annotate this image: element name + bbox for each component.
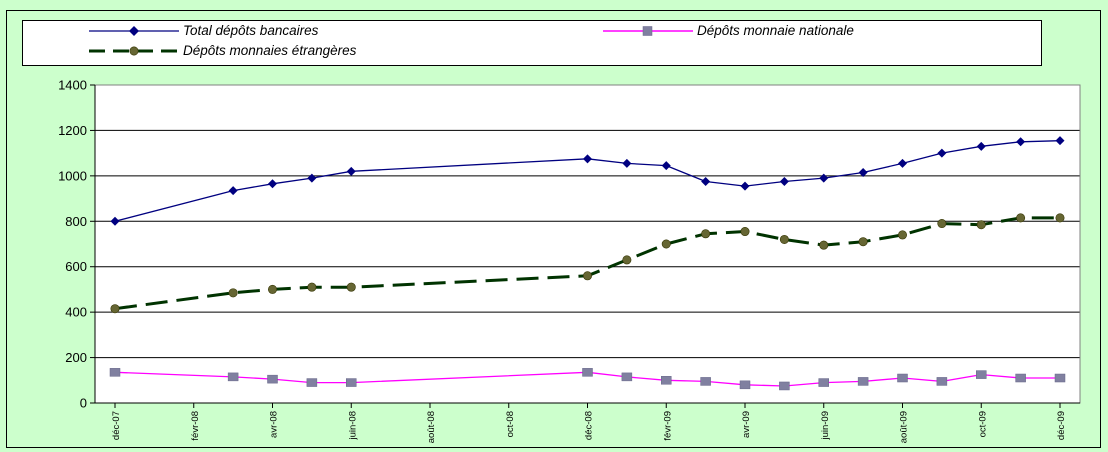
y-tick-label-5: 1000 xyxy=(58,168,87,183)
series-1-point-13 xyxy=(897,373,908,383)
series-0-point-1 xyxy=(228,186,238,196)
series-1-point-8 xyxy=(700,377,711,386)
series-1-point-3 xyxy=(306,378,318,387)
series-2-point-0 xyxy=(110,304,120,314)
series-1-point-6 xyxy=(621,372,633,382)
series-0-point-8 xyxy=(701,177,711,187)
series-2-point-13 xyxy=(897,230,907,240)
series-1-point-10 xyxy=(779,381,790,391)
series-2-point-6 xyxy=(622,255,632,265)
series-2-point-7 xyxy=(661,239,671,249)
x-tick-label-6: déc-08 xyxy=(584,411,595,440)
y-tick-label-4: 800 xyxy=(65,214,87,229)
x-tick-label-10: août-09 xyxy=(899,411,910,443)
legend-swatch-national xyxy=(603,25,693,36)
x-tick-label-9: juin-09 xyxy=(820,411,831,441)
x-tick-label-7: févr-09 xyxy=(662,411,673,441)
series-2-point-12 xyxy=(858,237,868,247)
series-2-point-5 xyxy=(582,271,592,281)
series-2-point-4 xyxy=(346,282,356,292)
series-1-point-4 xyxy=(346,378,357,387)
series-2-point-10 xyxy=(779,234,789,244)
y-tick-label-1: 200 xyxy=(65,350,87,365)
series-2-point-17 xyxy=(1055,213,1065,223)
series-2-point-2 xyxy=(267,284,277,294)
legend-label-national: Dépôts monnaie nationale xyxy=(697,23,854,38)
legend-item-national: Dépôts monnaie nationale xyxy=(603,23,854,38)
series-2-point-9 xyxy=(740,227,750,237)
series-0-point-11 xyxy=(819,173,829,183)
series-line-2 xyxy=(114,216,1060,311)
series-0-point-14 xyxy=(937,148,947,158)
series-2-point-14 xyxy=(937,219,947,229)
series-1-point-17 xyxy=(1054,373,1066,383)
series-0-point-5 xyxy=(583,154,592,164)
x-tick-label-3: juin-08 xyxy=(347,411,358,441)
x-tick-label-4: août-08 xyxy=(426,411,437,443)
series-0-point-13 xyxy=(898,158,907,168)
x-tick-label-1: févr-08 xyxy=(190,411,201,441)
series-2-point-15 xyxy=(976,220,986,230)
x-tick-label-12: déc-09 xyxy=(1056,411,1067,440)
series-2-point-16 xyxy=(1016,213,1026,223)
series-2-point-3 xyxy=(307,282,317,292)
chart-legend: Total dépôts bancaires Dépôts monnaie na… xyxy=(22,20,1042,66)
legend-swatch-foreign xyxy=(89,46,179,55)
legend-swatch-total xyxy=(89,25,179,36)
series-0-point-4 xyxy=(346,166,356,176)
legend-item-total: Total dépôts bancaires xyxy=(89,23,318,38)
series-0-point-2 xyxy=(268,179,277,189)
legend-item-foreign: Dépôts monnaies étrangères xyxy=(89,43,356,58)
plot-area xyxy=(95,85,1080,403)
y-tick-label-2: 400 xyxy=(65,305,87,320)
x-tick-label-0: déc-07 xyxy=(111,411,122,440)
series-2-point-11 xyxy=(819,240,829,250)
y-tick-label-7: 1400 xyxy=(58,78,87,93)
series-1-point-14 xyxy=(936,377,948,386)
series-0-point-17 xyxy=(1055,136,1065,146)
series-line-0 xyxy=(114,140,1061,222)
y-tick-label-6: 1200 xyxy=(58,123,87,138)
x-tick-label-8: avr-09 xyxy=(741,411,752,438)
x-tick-label-11: oct-09 xyxy=(977,411,988,437)
series-0-point-7 xyxy=(661,161,671,171)
legend-label-foreign: Dépôts monnaies étrangères xyxy=(183,43,357,58)
series-0-point-12 xyxy=(858,167,868,177)
y-tick-label-3: 600 xyxy=(65,259,87,274)
legend-label-total: Total dépôts bancaires xyxy=(183,23,319,38)
series-1-point-5 xyxy=(582,368,593,377)
series-1-point-11 xyxy=(818,378,829,387)
series-1-point-9 xyxy=(739,380,751,390)
series-0-point-15 xyxy=(976,141,986,151)
series-0-point-3 xyxy=(307,173,317,183)
y-tick-label-0: 0 xyxy=(80,396,87,411)
series-0-point-0 xyxy=(110,216,120,226)
series-1-point-1 xyxy=(227,372,239,382)
series-line-1 xyxy=(114,371,1060,387)
series-1-point-0 xyxy=(109,368,121,377)
series-1-point-12 xyxy=(857,377,869,386)
series-1-point-2 xyxy=(267,374,278,384)
series-1-point-16 xyxy=(1015,373,1026,383)
x-tick-label-2: avr-08 xyxy=(269,411,280,438)
series-1-point-7 xyxy=(661,376,672,385)
series-0-point-16 xyxy=(1016,137,1026,147)
series-2-point-1 xyxy=(228,288,238,298)
x-tick-label-5: oct-08 xyxy=(505,411,516,437)
series-0-point-6 xyxy=(622,158,632,168)
series-1-point-15 xyxy=(976,370,987,379)
series-2-point-8 xyxy=(701,229,711,239)
series-0-point-10 xyxy=(779,177,789,187)
series-0-point-9 xyxy=(740,181,750,191)
